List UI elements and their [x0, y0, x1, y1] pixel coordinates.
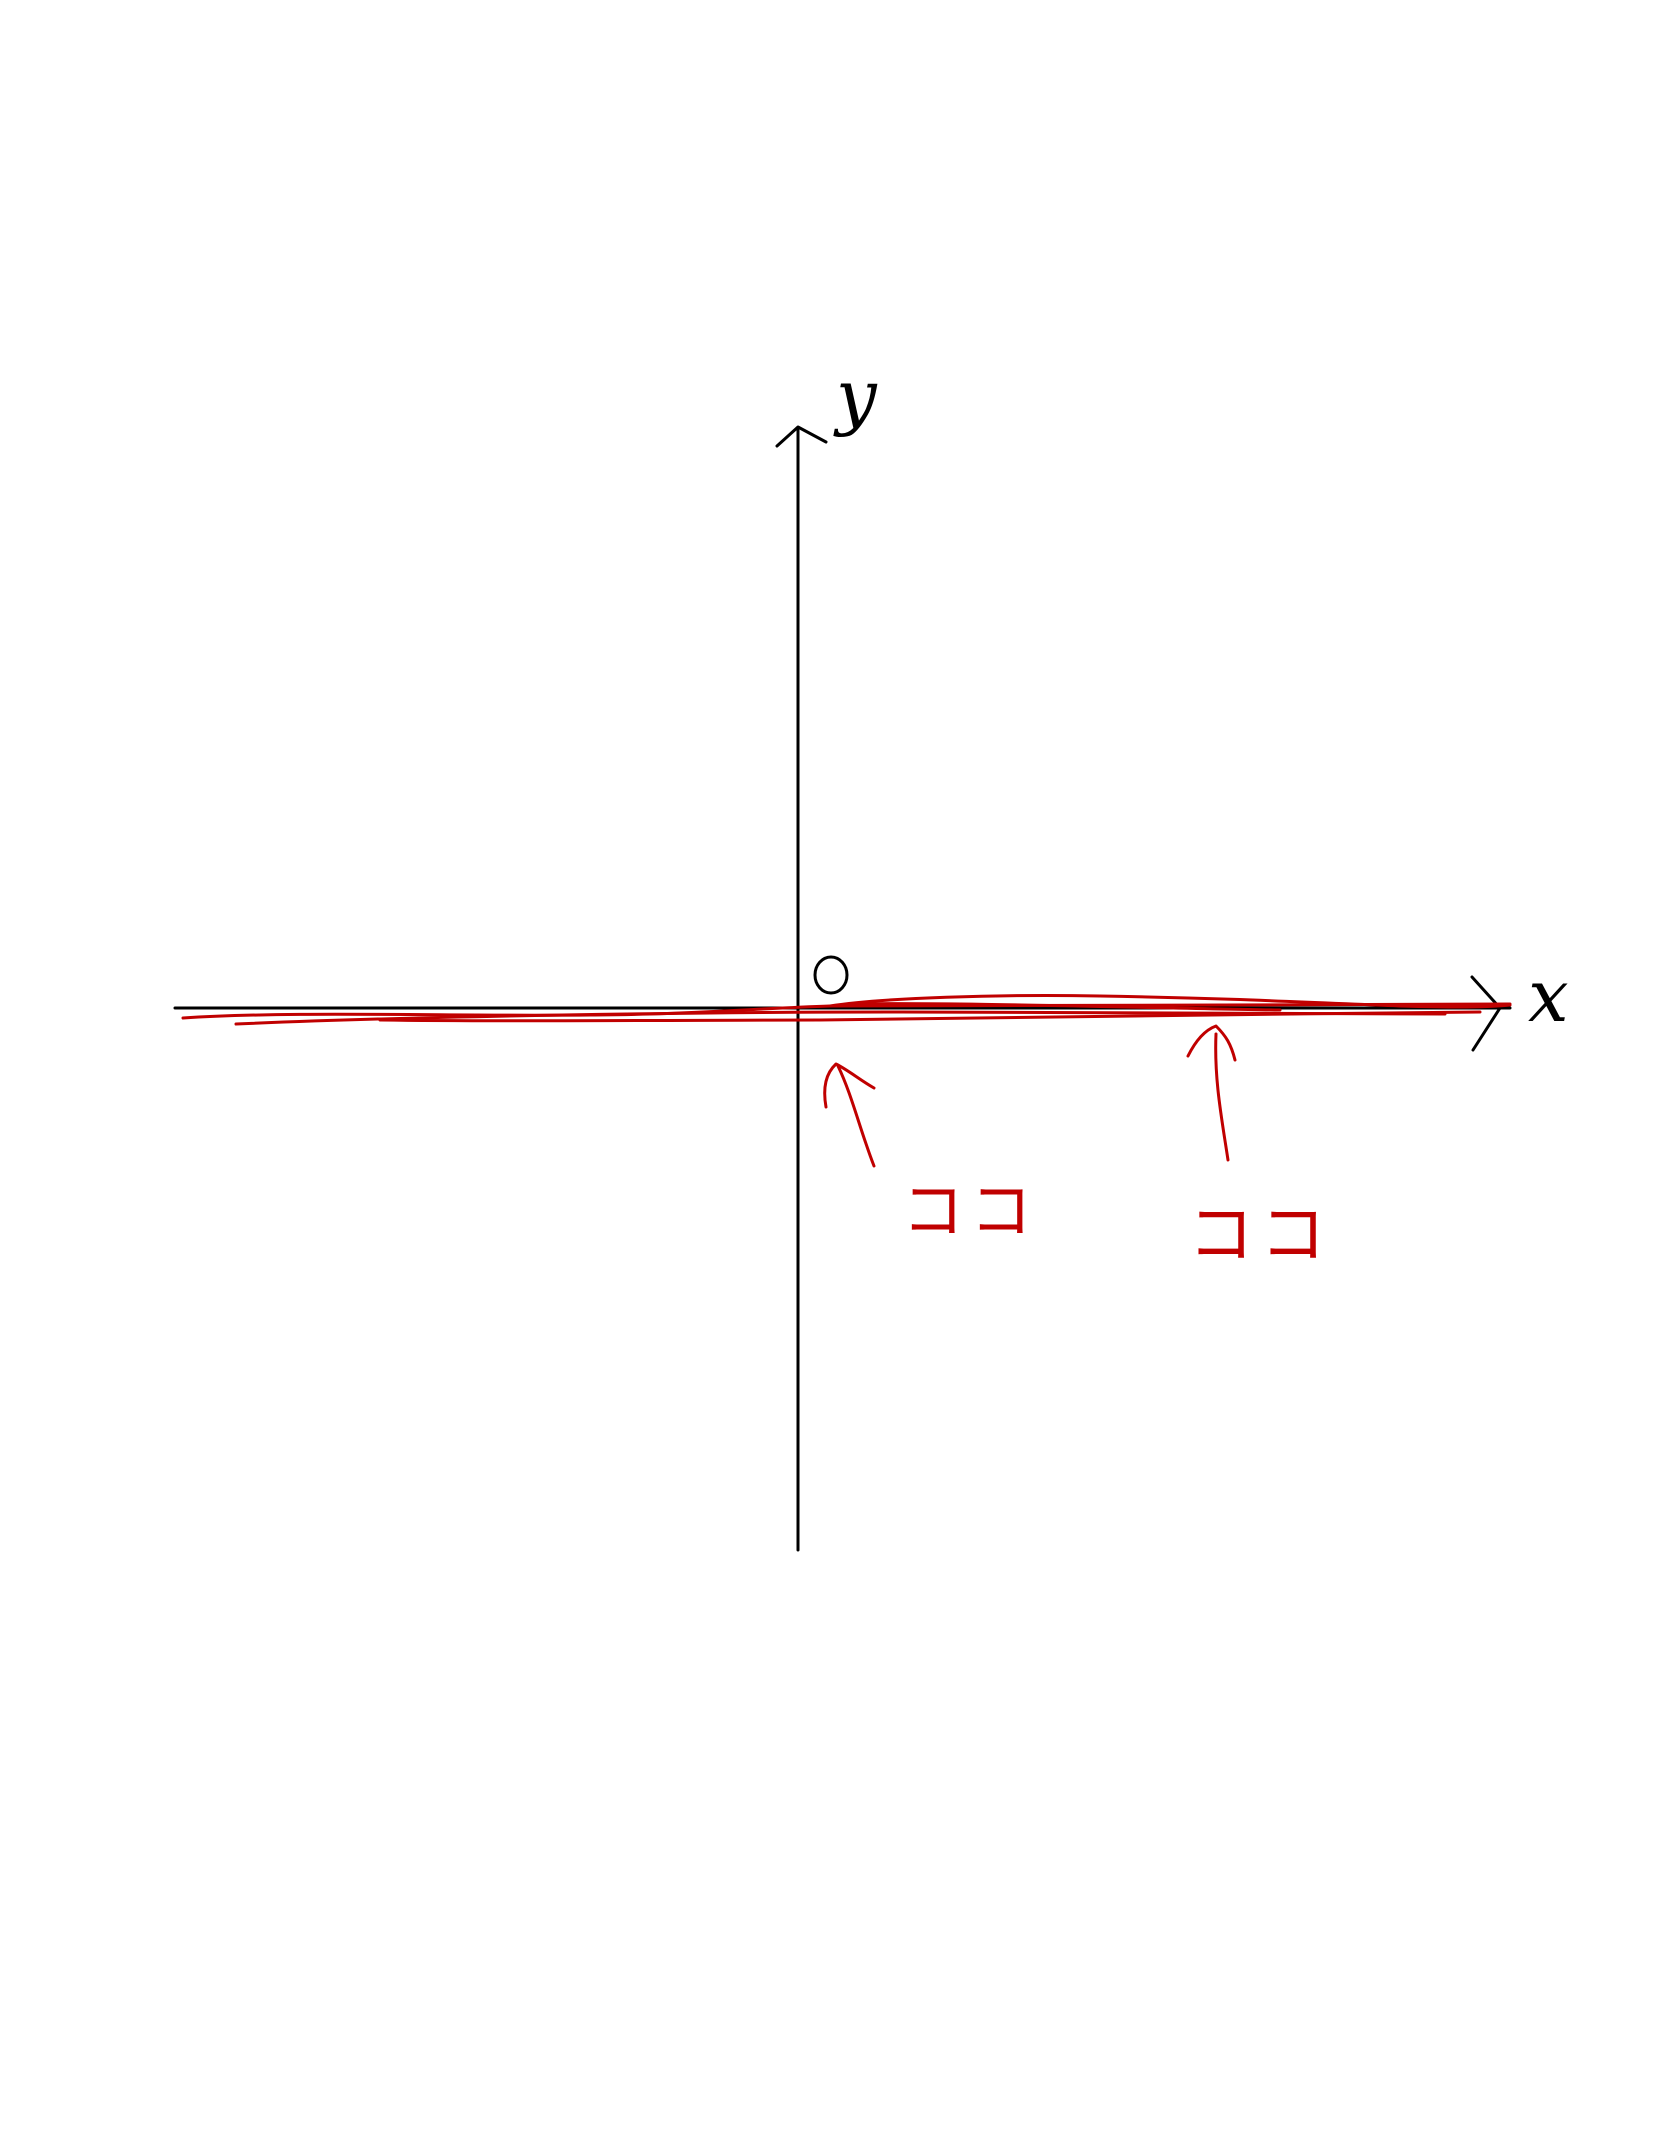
annotation-note-right: ココ: [1188, 1196, 1332, 1273]
annotation-arrow-right: [1186, 1024, 1237, 1162]
y-axis-label: y: [836, 354, 877, 438]
red-stroke: [828, 993, 1512, 1009]
red-stroke: [181, 1002, 1512, 1020]
red-stroke: [234, 1010, 1447, 1026]
red-x-axis-strokes: [181, 993, 1512, 1026]
annotation-arrow-origin: [823, 1062, 876, 1168]
arrow-shaft: [836, 1064, 876, 1168]
origin-mark: [813, 955, 849, 995]
arrow-shaft: [1214, 1032, 1230, 1162]
arrow-head: [1186, 1024, 1237, 1062]
y-axis-arrowhead: [775, 425, 828, 448]
x-axis-label: x: [1528, 954, 1569, 1038]
x-axis-arrowhead: [1470, 975, 1502, 1052]
arrow-head: [823, 1062, 876, 1109]
red-stroke: [378, 1010, 1482, 1023]
red-stroke: [848, 1002, 1282, 1012]
annotation-note-origin: ココ: [902, 1174, 1039, 1247]
